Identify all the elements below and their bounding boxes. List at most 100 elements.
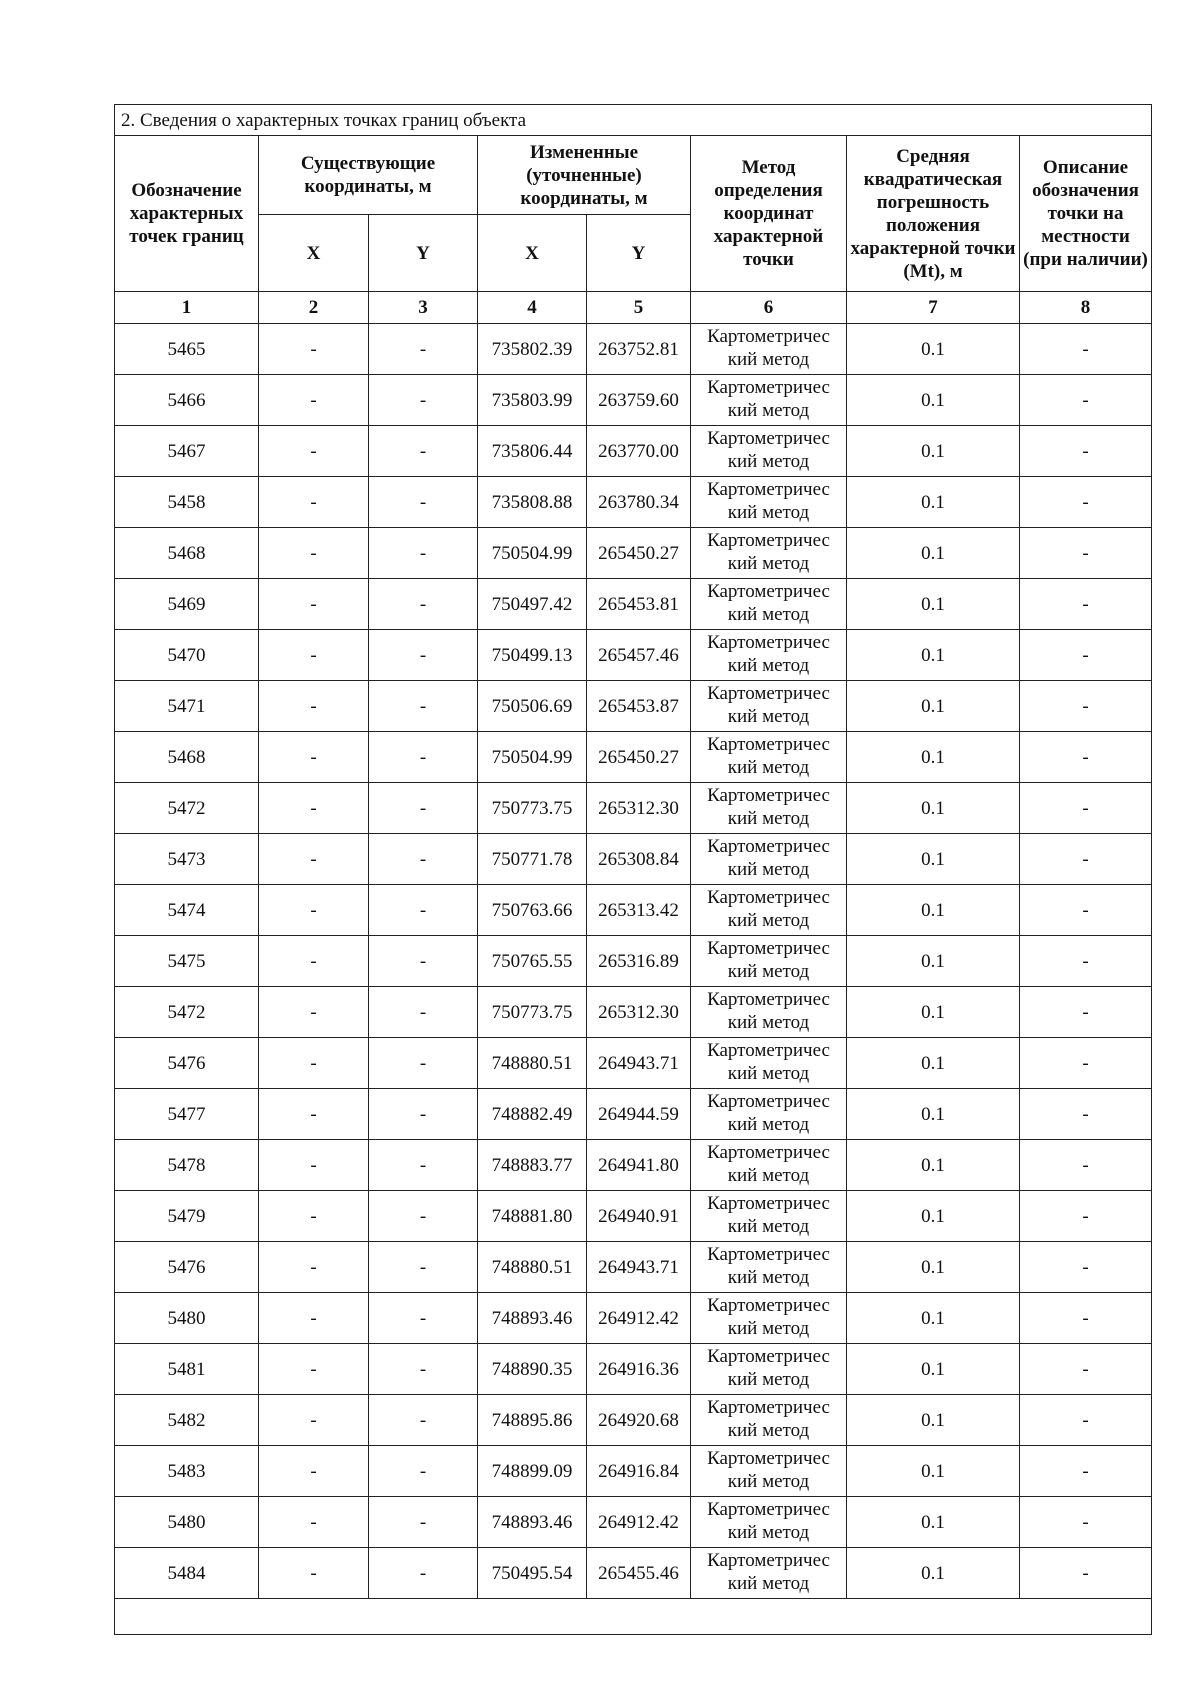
- method-cell: Картометричес кий метод: [690, 629, 847, 681]
- header-existing-coordinates: Существующие координаты, м: [258, 135, 478, 215]
- description-cell: -: [1018, 1445, 1153, 1497]
- method-cell: Картометричес кий метод: [690, 476, 847, 528]
- mean-error-cell: 0.1: [846, 833, 1020, 885]
- existing-y-cell: -: [368, 884, 478, 936]
- existing-y-cell: -: [368, 425, 478, 477]
- method-cell: Картометричес кий метод: [690, 1496, 847, 1548]
- description-cell: -: [1018, 476, 1153, 528]
- description-cell: -: [1018, 578, 1153, 630]
- method-cell: Картометричес кий метод: [690, 731, 847, 783]
- table-row: 5468- -750504.99 265450.27 Картометричес ки…: [114, 731, 1153, 783]
- method-cell: Картометричес кий метод: [690, 884, 847, 936]
- description-cell: -: [1018, 629, 1153, 681]
- x-cell: 750504.99: [477, 527, 587, 579]
- existing-x-cell: -: [258, 374, 369, 426]
- point-cell: 5472: [114, 986, 259, 1038]
- x-cell: 750773.75: [477, 782, 587, 834]
- method-cell: Картометричес кий метод: [690, 986, 847, 1038]
- x-cell: 735803.99: [477, 374, 587, 426]
- point-cell: 5471: [114, 680, 259, 732]
- table-row: 5472- -750773.75 265312.30 Картометричес ки…: [114, 782, 1153, 834]
- y-cell: 263770.00: [586, 425, 691, 477]
- table-row: 5469- -750497.42 265453.81 Картометричес ки…: [114, 578, 1153, 630]
- boundary-points-table: 2. Сведения о характерных точках границ …: [113, 104, 1153, 1635]
- y-cell: 264941.80: [586, 1139, 691, 1191]
- y-cell: 265457.46: [586, 629, 691, 681]
- table-row: 5478- -748883.77 264941.80 Картометричес ки…: [114, 1139, 1153, 1191]
- y-cell: 264943.71: [586, 1037, 691, 1089]
- x-cell: 750506.69: [477, 680, 587, 732]
- description-cell: -: [1018, 935, 1153, 987]
- y-cell: 265312.30: [586, 986, 691, 1038]
- x-cell: 748880.51: [477, 1037, 587, 1089]
- point-cell: 5465: [114, 323, 259, 375]
- point-cell: 5483: [114, 1445, 259, 1497]
- description-cell: -: [1018, 1088, 1153, 1140]
- existing-y-cell: -: [368, 782, 478, 834]
- column-number: 8: [1018, 291, 1153, 324]
- y-cell: 264916.84: [586, 1445, 691, 1497]
- x-cell: 750763.66: [477, 884, 587, 936]
- y-cell: 264943.71: [586, 1241, 691, 1293]
- column-number: 7: [846, 291, 1020, 324]
- description-cell: -: [1018, 1292, 1153, 1344]
- existing-x-cell: -: [258, 1241, 369, 1293]
- point-cell: 5477: [114, 1088, 259, 1140]
- description-cell: -: [1018, 884, 1153, 936]
- x-cell: 735806.44: [477, 425, 587, 477]
- point-cell: 5466: [114, 374, 259, 426]
- x-cell: 748883.77: [477, 1139, 587, 1191]
- x-cell: 748893.46: [477, 1292, 587, 1344]
- method-cell: Картометричес кий метод: [690, 1241, 847, 1293]
- existing-y-cell: -: [368, 1496, 478, 1548]
- existing-y-cell: -: [368, 935, 478, 987]
- y-cell: 265453.81: [586, 578, 691, 630]
- existing-x-cell: -: [258, 782, 369, 834]
- column-number: 6: [690, 291, 847, 324]
- header-point-designation: Обозначение характерных точек границ: [114, 135, 259, 292]
- point-cell: 5475: [114, 935, 259, 987]
- mean-error-cell: 0.1: [846, 425, 1020, 477]
- point-cell: 5476: [114, 1037, 259, 1089]
- x-cell: 748881.80: [477, 1190, 587, 1242]
- column-number: 4: [477, 291, 587, 324]
- description-cell: -: [1018, 782, 1153, 834]
- x-cell: 750497.42: [477, 578, 587, 630]
- y-cell: 263759.60: [586, 374, 691, 426]
- mean-error-cell: 0.1: [846, 1394, 1020, 1446]
- table-row: 5468- -750504.99 265450.27 Картометричес ки…: [114, 527, 1153, 579]
- existing-x-cell: -: [258, 1088, 369, 1140]
- existing-y-cell: -: [368, 629, 478, 681]
- mean-error-cell: 0.1: [846, 1292, 1020, 1344]
- existing-x-cell: -: [258, 935, 369, 987]
- existing-x-cell: -: [258, 986, 369, 1038]
- description-cell: -: [1018, 1547, 1153, 1599]
- mean-error-cell: 0.1: [846, 731, 1020, 783]
- y-cell: 265316.89: [586, 935, 691, 987]
- method-cell: Картометричес кий метод: [690, 680, 847, 732]
- table-row: 5481- -748890.35 264916.36 Картометричес ки…: [114, 1343, 1153, 1395]
- table-row: 5483- -748899.09 264916.84 Картометричес ки…: [114, 1445, 1153, 1497]
- table-row: 5482- -748895.86 264920.68 Картометричес ки…: [114, 1394, 1153, 1446]
- description-cell: -: [1018, 731, 1153, 783]
- y-cell: 264940.91: [586, 1190, 691, 1242]
- description-cell: -: [1018, 680, 1153, 732]
- mean-error-cell: 0.1: [846, 374, 1020, 426]
- table-row: 5480- -748893.46 264912.42 Картометричес ки…: [114, 1292, 1153, 1344]
- header-changed-y: Y: [586, 214, 691, 292]
- method-cell: Картометричес кий метод: [690, 833, 847, 885]
- method-cell: Картометричес кий метод: [690, 1394, 847, 1446]
- table-row: 5474- -750763.66 265313.42 Картометричес ки…: [114, 884, 1153, 936]
- existing-x-cell: -: [258, 1190, 369, 1242]
- mean-error-cell: 0.1: [846, 1088, 1020, 1140]
- table-row: 5467- -735806.44 263770.00 Картометричес ки…: [114, 425, 1153, 477]
- x-cell: 748882.49: [477, 1088, 587, 1140]
- x-cell: 748895.86: [477, 1394, 587, 1446]
- mean-error-cell: 0.1: [846, 986, 1020, 1038]
- point-cell: 5480: [114, 1496, 259, 1548]
- column-number: 5: [586, 291, 691, 324]
- y-cell: 264912.42: [586, 1292, 691, 1344]
- description-cell: -: [1018, 323, 1153, 375]
- table-row: 5477- -748882.49 264944.59 Картометричес ки…: [114, 1088, 1153, 1140]
- y-cell: 265450.27: [586, 527, 691, 579]
